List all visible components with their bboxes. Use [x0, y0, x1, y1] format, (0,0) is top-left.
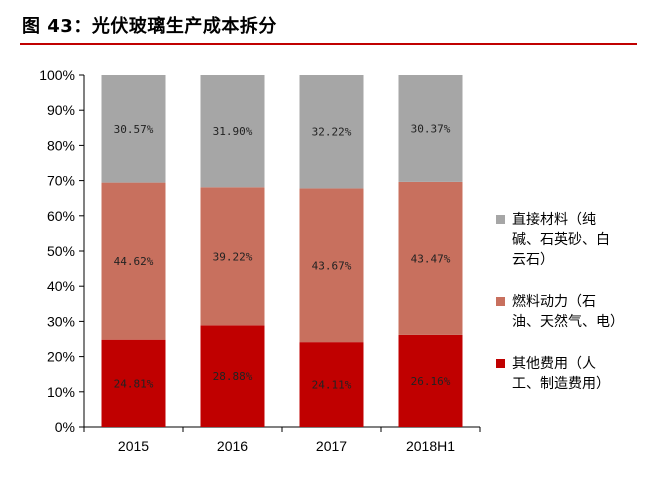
bar-segment — [299, 75, 364, 189]
bar-segment — [200, 187, 265, 326]
x-category-label: 2017 — [316, 438, 347, 454]
data-label: 24.11% — [312, 379, 352, 392]
y-tick-label: 70% — [47, 173, 75, 189]
x-category-label: 2018H1 — [406, 438, 455, 454]
y-tick-label: 10% — [47, 384, 75, 400]
data-label: 44.62% — [114, 255, 154, 268]
y-tick-label: 60% — [47, 208, 75, 224]
bar-segment — [398, 75, 463, 182]
data-label: 39.22% — [213, 250, 253, 263]
legend-label: 其他费用（人 — [512, 356, 596, 372]
title-underline — [20, 43, 637, 45]
legend-label: 碱、石英砂、白 — [512, 232, 610, 248]
bar-segment — [101, 339, 166, 427]
legend-item: 直接材料（纯 碱、石英砂、白 云石） — [496, 210, 636, 270]
data-label: 24.81% — [114, 377, 154, 390]
legend-swatch — [496, 215, 505, 224]
bar-segment — [200, 325, 265, 427]
y-tick-label: 30% — [47, 313, 75, 329]
y-tick-label: 100% — [39, 67, 75, 83]
legend-item: 燃料动力（石油、天然气、电） — [496, 292, 636, 332]
legend-swatch — [496, 359, 505, 368]
legend-label: 工、制造费用） — [512, 376, 610, 392]
bar-segment — [101, 75, 166, 183]
legend-swatch — [496, 297, 505, 306]
y-tick-label: 20% — [47, 349, 75, 365]
y-tick-label: 40% — [47, 278, 75, 294]
data-label: 43.47% — [411, 252, 451, 265]
bar-segment — [200, 75, 265, 188]
y-tick-label: 0% — [55, 419, 75, 435]
legend-label: 燃料动力（石 — [512, 294, 596, 310]
legend-label: 云石） — [512, 252, 554, 268]
figure-title: 图 43：光伏玻璃生产成本拆分 — [22, 16, 277, 37]
x-category-label: 2015 — [118, 438, 149, 454]
bar-segment — [299, 188, 364, 343]
bar-segment — [398, 334, 463, 427]
chart-legend: 直接材料（纯 碱、石英砂、白 云石） 燃料动力（石油、天然气、电） 其他费用（人 工、制造… — [496, 210, 636, 416]
legend-label: 直接材料（纯 — [512, 212, 596, 228]
legend-label: 油、天然气、电） — [512, 314, 624, 330]
y-tick-label: 50% — [47, 243, 75, 259]
bar-segment — [299, 342, 364, 427]
y-tick-label: 90% — [47, 102, 75, 118]
data-label: 31.90% — [213, 125, 253, 138]
data-label: 26.16% — [411, 375, 451, 388]
data-label: 28.88% — [213, 370, 253, 383]
legend-item: 其他费用（人 工、制造费用） — [496, 354, 636, 394]
data-label: 32.22% — [312, 126, 352, 139]
y-tick-label: 80% — [47, 137, 75, 153]
data-label: 30.57% — [114, 123, 154, 136]
bar-segment — [101, 182, 166, 340]
data-label: 43.67% — [312, 259, 352, 272]
data-label: 30.37% — [411, 122, 451, 135]
x-category-label: 2016 — [217, 438, 248, 454]
bar-segment — [398, 181, 463, 335]
